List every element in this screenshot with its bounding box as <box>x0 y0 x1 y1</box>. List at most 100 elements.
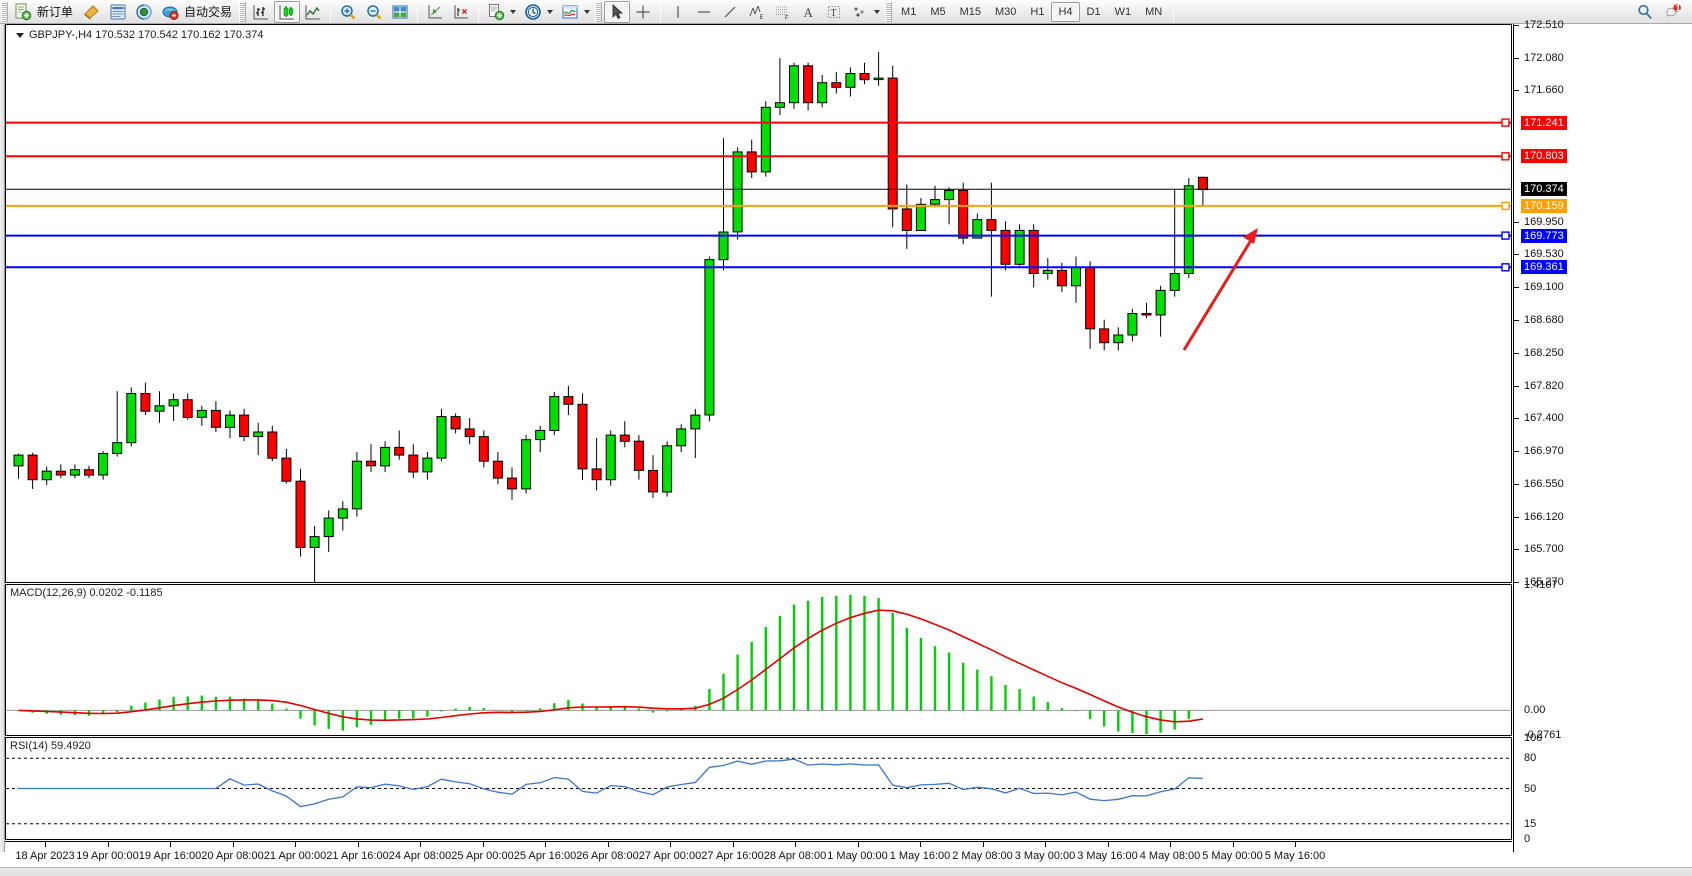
templates-button[interactable] <box>557 1 594 23</box>
period-button[interactable] <box>520 1 557 23</box>
price-levels-overlay[interactable] <box>6 25 1511 582</box>
text-icon: A <box>804 5 814 20</box>
price-tick-label: 166.120 <box>1524 510 1564 523</box>
candlestick-chart-button[interactable] <box>274 0 301 23</box>
shapes-button[interactable] <box>847 1 884 23</box>
timeframe-d1[interactable]: D1 <box>1086 5 1101 18</box>
new-order-button[interactable]: 新订单 <box>10 1 79 23</box>
horizontal-line-icon <box>698 10 711 13</box>
line-chart-button[interactable] <box>300 1 326 23</box>
cursor-button[interactable] <box>604 0 631 23</box>
time-tick <box>1295 842 1296 847</box>
price-tick-label: 172.080 <box>1524 52 1564 65</box>
rsi-canvas <box>6 757 1511 825</box>
time-tick <box>795 842 796 847</box>
macd-label: MACD(12,26,9) 0.0202 -0.1185 <box>10 587 163 599</box>
toolbar-grip-4[interactable] <box>885 1 893 22</box>
price-tag-entry-level[interactable]: 170.159 <box>1521 198 1567 213</box>
timeframe-m15[interactable]: M15 <box>959 5 981 18</box>
market-watch-button[interactable] <box>131 1 157 23</box>
zoom-out-button[interactable] <box>361 1 387 23</box>
chart-menu-triangle-icon[interactable] <box>16 32 24 38</box>
timeframe-m5[interactable]: M5 <box>930 5 946 18</box>
bar-chart-button[interactable] <box>248 1 274 23</box>
crosshair-icon <box>636 5 650 18</box>
fibonacci-button[interactable]: F <box>769 1 795 23</box>
time-tick <box>857 842 859 847</box>
time-tick <box>920 842 921 847</box>
macd-tick-label: 0.00 <box>1524 704 1546 717</box>
period-dropdown-caret[interactable] <box>547 9 554 14</box>
period-icon <box>525 3 541 20</box>
timeframe-h4[interactable]: H4 <box>1051 1 1080 22</box>
toolbar-grip-2[interactable] <box>239 1 247 22</box>
text-button[interactable]: A <box>795 1 821 23</box>
autotrading-label: 自动交易 <box>184 5 233 19</box>
notifications-icon <box>1666 3 1681 17</box>
rsi-tick-label: 100 <box>1524 732 1543 744</box>
toolbar-grip[interactable] <box>1 1 8 22</box>
price-tick-label: 169.950 <box>1524 216 1564 228</box>
text-label-icon: T <box>828 5 841 19</box>
chart-container[interactable]: GBPJPY-,H4 170.532 170.542 170.162 170.3… <box>0 19 1692 876</box>
time-tick <box>482 842 484 847</box>
data-grid-button[interactable] <box>387 1 413 23</box>
vertical-line-button[interactable] <box>665 1 691 23</box>
cursor-icon <box>612 3 624 19</box>
time-tick <box>170 842 171 847</box>
price-scale[interactable]: 172.510 172.080 171.660 171.241 170.803 170.3… <box>1513 19 1692 852</box>
line-chart-icon <box>305 4 321 19</box>
market-watch-icon <box>136 3 152 20</box>
expert-advisor-icon <box>84 4 99 20</box>
notification-badge-count: 1 <box>1675 2 1681 13</box>
elliott-wave-button[interactable]: E <box>743 1 769 23</box>
horizontal-line-button[interactable] <box>691 1 717 23</box>
price-pane[interactable]: GBPJPY-,H4 170.532 170.542 170.162 170.3… <box>5 24 1512 583</box>
price-tag-support-1[interactable]: 169.773 <box>1521 228 1567 243</box>
svg-text:T: T <box>831 8 837 19</box>
trendline-icon <box>724 6 736 17</box>
chart-shift-button[interactable] <box>422 1 448 23</box>
search-button[interactable] <box>1632 1 1658 23</box>
elliott-wave-icon: E <box>749 5 764 21</box>
chart-left-edge-scrollbar[interactable] <box>0 24 5 852</box>
data-window-button[interactable] <box>105 1 131 23</box>
templates-dropdown-caret[interactable] <box>584 9 591 14</box>
rsi-pane[interactable]: RSI(14) 59.4920 <box>5 737 1512 840</box>
price-tag-resistance-2[interactable]: 171.241 <box>1521 115 1567 130</box>
price-tick <box>1514 516 1519 518</box>
timeframe-w1[interactable]: W1 <box>1114 5 1132 18</box>
indicators-dropdown-caret[interactable] <box>510 9 517 14</box>
trendline-button[interactable] <box>717 1 743 23</box>
auto-scroll-button[interactable] <box>448 1 474 23</box>
autotrading-button[interactable]: 自动交易 <box>157 1 238 23</box>
symbol-ohlc-text: GBPJPY-,H4 170.532 170.542 170.162 170.3… <box>29 29 264 41</box>
price-tick <box>1514 58 1519 60</box>
timeframe-m30[interactable]: M30 <box>995 5 1017 18</box>
macd-pane[interactable]: MACD(12,26,9) 0.0202 -0.1185 <box>5 584 1512 736</box>
indicators-button[interactable] <box>483 1 520 23</box>
price-tag-support-2[interactable]: 169.361 <box>1521 260 1567 275</box>
auto-scroll-icon <box>454 4 469 18</box>
time-tick <box>607 842 609 847</box>
shapes-dropdown-caret[interactable] <box>874 9 881 14</box>
notifications-button[interactable]: 1 <box>1660 1 1686 23</box>
price-tag-last-price[interactable]: 170.374 <box>1521 182 1567 197</box>
bar-chart-icon <box>253 4 269 19</box>
timeframe-mn[interactable]: MN <box>1145 5 1163 18</box>
expert-advisor-button[interactable] <box>79 1 105 23</box>
price-tag-resistance-1[interactable]: 170.803 <box>1521 149 1567 164</box>
price-tick-label: 166.550 <box>1524 477 1564 490</box>
toolbar-grip-3[interactable] <box>595 1 603 22</box>
autotrading-icon <box>162 6 179 20</box>
time-scale[interactable]: 18 Apr 2023 19 Apr 00:00 19 Apr 16:00 20 Ap… <box>5 841 1512 867</box>
crosshair-button[interactable] <box>630 1 656 23</box>
text-label-button[interactable]: T <box>821 1 847 23</box>
bullish-arrow-annotation[interactable] <box>6 25 1511 582</box>
time-tick <box>357 842 359 847</box>
timeframe-m1[interactable]: M1 <box>901 5 917 18</box>
timeframe-h1[interactable]: H1 <box>1030 5 1045 18</box>
toolbar-separator-3 <box>478 1 480 22</box>
price-tick <box>1514 352 1519 354</box>
zoom-in-button[interactable] <box>335 1 361 23</box>
